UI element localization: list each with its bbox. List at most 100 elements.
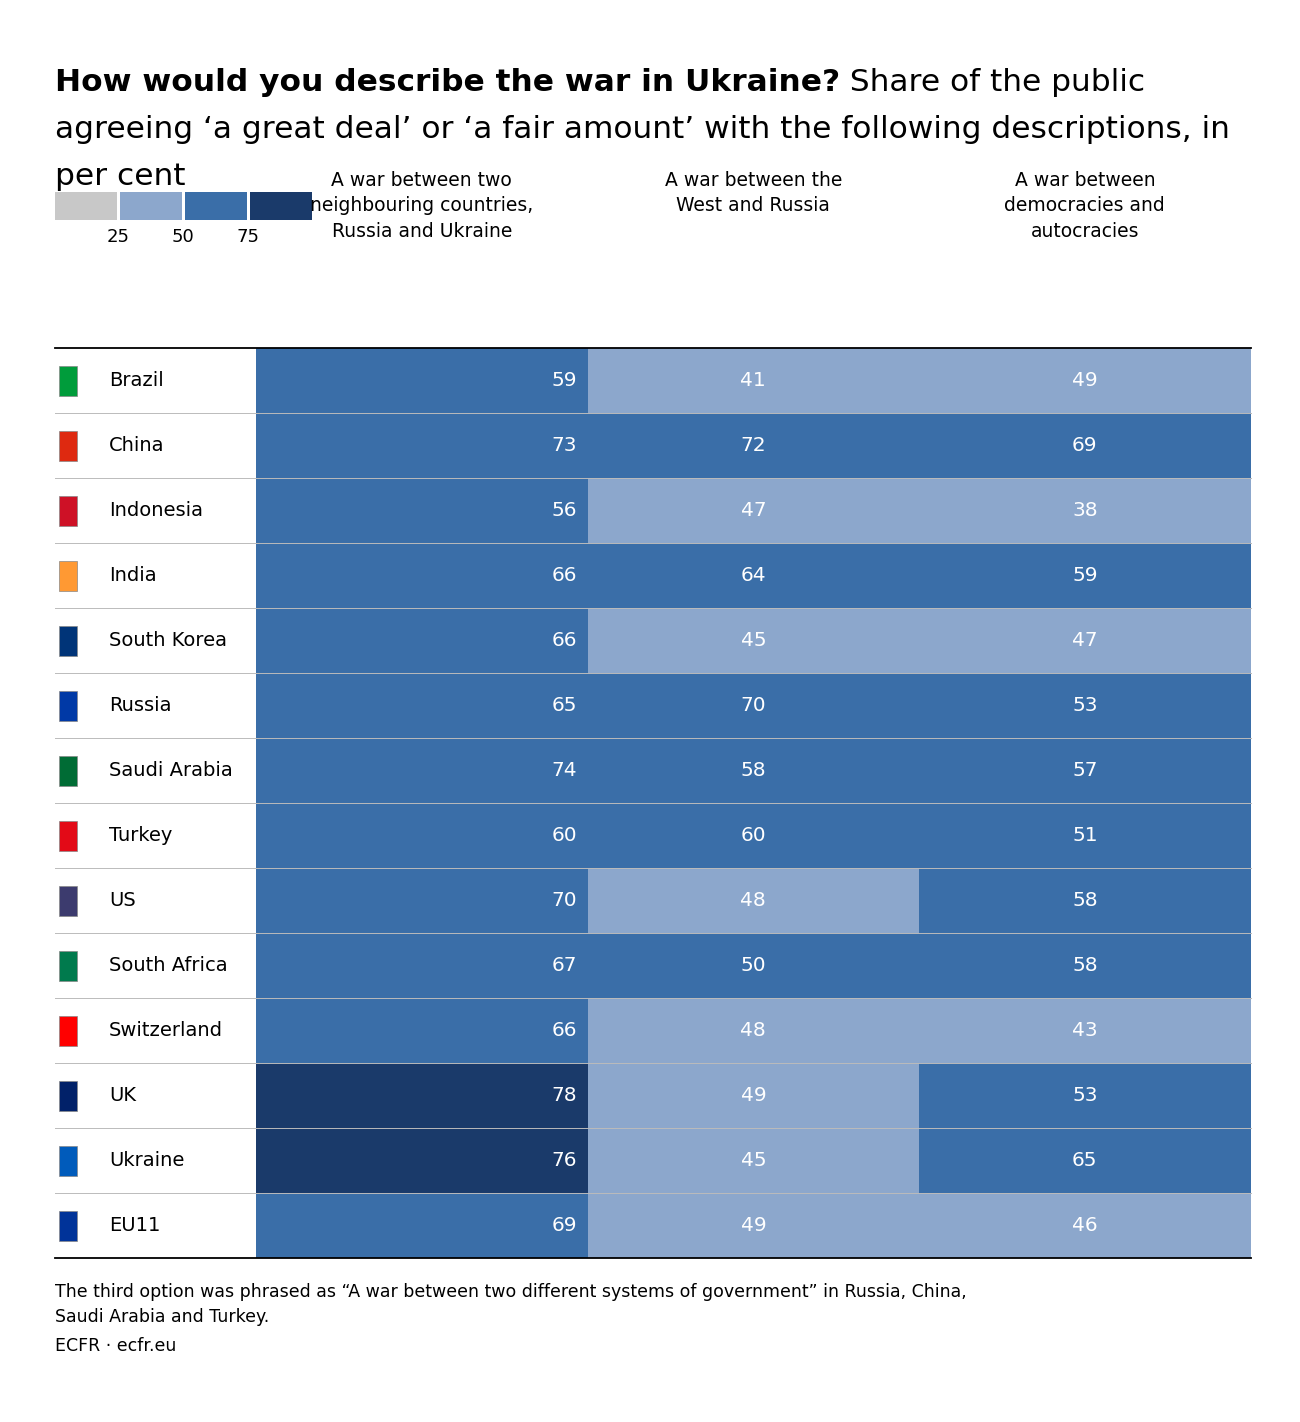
Text: 76: 76 [551, 1152, 577, 1170]
Text: EU11: EU11 [109, 1216, 161, 1236]
Text: 69: 69 [1072, 437, 1097, 455]
Text: 56: 56 [551, 502, 577, 520]
Bar [58, 626, 77, 656]
Bar [58, 562, 77, 590]
Bar [588, 1129, 919, 1193]
Bar [919, 998, 1251, 1064]
Text: per cent: per cent [55, 162, 185, 191]
Bar [919, 543, 1251, 609]
Text: 49: 49 [741, 1216, 766, 1236]
Bar [256, 414, 588, 478]
Bar [588, 738, 919, 803]
Text: How would you describe the war in Ukraine?: How would you describe the war in Ukrain… [55, 68, 840, 97]
Bar [185, 192, 247, 220]
Text: US: US [109, 892, 136, 910]
Text: 49: 49 [1072, 371, 1097, 391]
Bar [588, 1193, 919, 1258]
Text: 59: 59 [1072, 566, 1097, 586]
Text: Share of the public: Share of the public [840, 68, 1145, 97]
Bar [919, 478, 1251, 543]
Text: 73: 73 [551, 437, 577, 455]
Bar [588, 609, 919, 674]
Bar [256, 1193, 588, 1258]
Bar [256, 609, 588, 674]
Text: 69: 69 [551, 1216, 577, 1236]
Text: The third option was phrased as “A war between two different systems of governme: The third option was phrased as “A war b… [55, 1283, 966, 1327]
Bar [919, 1193, 1251, 1258]
Bar [250, 192, 312, 220]
Bar [588, 998, 919, 1064]
Text: 60: 60 [551, 826, 577, 846]
Text: 59: 59 [551, 371, 577, 391]
Bar [919, 674, 1251, 738]
Text: 70: 70 [741, 697, 766, 715]
Bar [256, 348, 588, 414]
Text: A war between the
West and Russia: A war between the West and Russia [664, 171, 842, 215]
Bar [919, 609, 1251, 674]
Text: Ukraine: Ukraine [109, 1152, 185, 1170]
Bar [588, 348, 919, 414]
Bar [58, 1017, 77, 1045]
Text: 43: 43 [1072, 1021, 1097, 1041]
Text: Indonesia: Indonesia [109, 502, 203, 520]
Bar [256, 869, 588, 933]
Text: 48: 48 [741, 1021, 766, 1041]
Bar [919, 869, 1251, 933]
Text: Switzerland: Switzerland [109, 1021, 224, 1041]
Bar [256, 998, 588, 1064]
Text: A war between two
neighbouring countries,
Russia and Ukraine: A war between two neighbouring countries… [311, 171, 533, 242]
Text: 75: 75 [237, 228, 260, 246]
Bar [256, 674, 588, 738]
Bar [588, 1064, 919, 1129]
Bar [919, 1129, 1251, 1193]
Text: agreeing ‘a great deal’ or ‘a fair amount’ with the following descriptions, in: agreeing ‘a great deal’ or ‘a fair amoun… [55, 115, 1230, 144]
Bar [588, 414, 919, 478]
Bar [58, 1146, 77, 1176]
Bar [919, 933, 1251, 998]
Bar [256, 933, 588, 998]
Bar [58, 757, 77, 785]
Text: South Korea: South Korea [109, 631, 228, 650]
Text: 65: 65 [551, 697, 577, 715]
Bar [58, 951, 77, 981]
Bar [919, 1064, 1251, 1129]
Text: 70: 70 [551, 892, 577, 910]
Text: 65: 65 [1072, 1152, 1097, 1170]
Text: 72: 72 [741, 437, 766, 455]
Text: Russia: Russia [109, 697, 172, 715]
Bar [58, 1212, 77, 1240]
Bar [58, 886, 77, 916]
Bar [919, 348, 1251, 414]
Bar [256, 478, 588, 543]
Text: 66: 66 [551, 566, 577, 586]
Text: 47: 47 [1072, 631, 1097, 650]
Text: 51: 51 [1072, 826, 1097, 846]
Text: 50: 50 [172, 228, 195, 246]
Bar [58, 367, 77, 395]
Bar [256, 543, 588, 609]
Text: 64: 64 [741, 566, 766, 586]
Bar [919, 738, 1251, 803]
Bar [58, 431, 77, 461]
Bar [588, 869, 919, 933]
Text: 58: 58 [741, 761, 766, 781]
Text: 53: 53 [1072, 697, 1097, 715]
Text: Brazil: Brazil [109, 371, 164, 391]
Text: 66: 66 [551, 1021, 577, 1041]
Text: Turkey: Turkey [109, 826, 173, 846]
Text: 45: 45 [741, 1152, 766, 1170]
Text: Saudi Arabia: Saudi Arabia [109, 761, 233, 781]
Bar [256, 803, 588, 869]
Text: 48: 48 [741, 892, 766, 910]
Text: 74: 74 [551, 761, 577, 781]
Text: 67: 67 [551, 957, 577, 975]
Text: China: China [109, 437, 165, 455]
Bar [588, 478, 919, 543]
Text: 38: 38 [1072, 502, 1097, 520]
Text: 49: 49 [741, 1086, 766, 1105]
Bar [58, 1081, 77, 1111]
Text: 58: 58 [1072, 957, 1097, 975]
Bar [919, 414, 1251, 478]
Text: 25: 25 [107, 228, 130, 246]
Text: 53: 53 [1072, 1086, 1097, 1105]
